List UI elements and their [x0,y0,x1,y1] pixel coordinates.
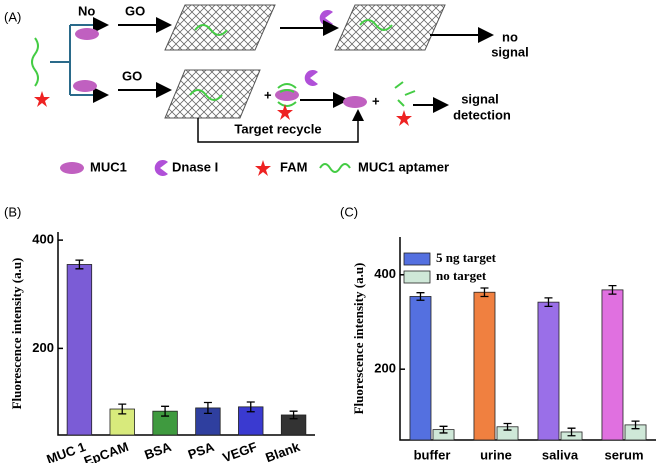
bar [537,301,560,441]
panel-label: (C) [340,204,358,219]
error-bar [567,427,576,437]
error-bar [439,425,448,434]
aptamer [31,37,39,87]
x-tick-label: Blank [263,439,302,463]
x-tick-label: saliva [542,447,579,462]
y-tick-label: 400 [32,232,54,247]
no-label: No [78,3,95,18]
x-tick-label: serum [604,447,643,462]
error-bar [203,401,212,414]
y-axis-label: Fluorescence intensity (a.u) [9,258,24,410]
go-sheet [164,4,276,51]
dnase [304,70,318,86]
x-tick-label: BSA [142,439,173,463]
plus: + [372,93,380,108]
y-axis-label: Fluorescence intensity (a.u) [351,263,366,415]
legend-label: Dnase I [172,159,218,174]
error-bar [118,403,127,415]
aptamer [194,24,228,36]
go-label: GO [125,3,145,18]
error-bar [246,401,255,413]
bar [409,296,432,441]
legend-dnase [154,159,168,176]
y-tick-label: 200 [32,340,54,355]
recycle-bracket [197,109,364,143]
legend-star [255,160,271,176]
legend-swatch [403,252,431,266]
x-tick-label: EpCAM [82,439,131,463]
legend-label: FAM [280,159,307,174]
result: no [502,29,518,44]
error-bar [75,259,84,270]
result: signal [461,91,499,106]
error-bar [161,405,170,417]
plus: + [264,87,272,102]
error-bar [503,422,512,431]
dnase [319,9,333,26]
error-bar [631,420,640,430]
branch [50,24,105,95]
diagram: (A) No GO no signal GO + + signal detect… [4,3,529,176]
bar [473,291,496,441]
legend-swatch [403,270,431,284]
y-tick-label: 200 [374,361,396,376]
legend-label: no target [436,268,487,283]
recycle-label: Target recycle [234,121,321,136]
bar [66,264,93,436]
panel-label: (A) [4,9,21,24]
error-bar [416,292,425,301]
aptamer [359,19,393,31]
panel-label: (B) [4,204,21,219]
axes [57,232,315,436]
muc1 [343,96,367,108]
go-label: GO [122,68,142,83]
error-bar [480,287,489,298]
aptamer [189,89,223,101]
go-sheet [164,69,261,119]
legend-label: MUC1 aptamer [358,159,449,174]
x-tick-label: urine [480,447,512,462]
bar [601,289,624,441]
aptamer [277,83,297,107]
error-bar [608,284,617,295]
error-bar [544,297,553,308]
fam-star [34,91,50,107]
muc1 [73,80,97,92]
x-tick-label: MUC 1 [44,439,87,463]
legend-aptamer [319,163,351,173]
error-bar [289,410,298,420]
legend-label: 5 ng target [436,250,497,265]
x-tick-label: VEGF [221,439,259,463]
result: signal [491,44,529,59]
x-tick-label: buffer [414,447,451,462]
fragments [394,81,416,107]
y-tick-label: 400 [374,266,396,281]
x-tick-label: PSA [186,439,217,462]
legend-label: MUC1 [90,159,127,174]
result: detection [453,107,511,122]
legend-muc1 [60,162,84,174]
fam-star [277,104,293,120]
fam-star [396,110,412,126]
muc1 [75,28,99,40]
